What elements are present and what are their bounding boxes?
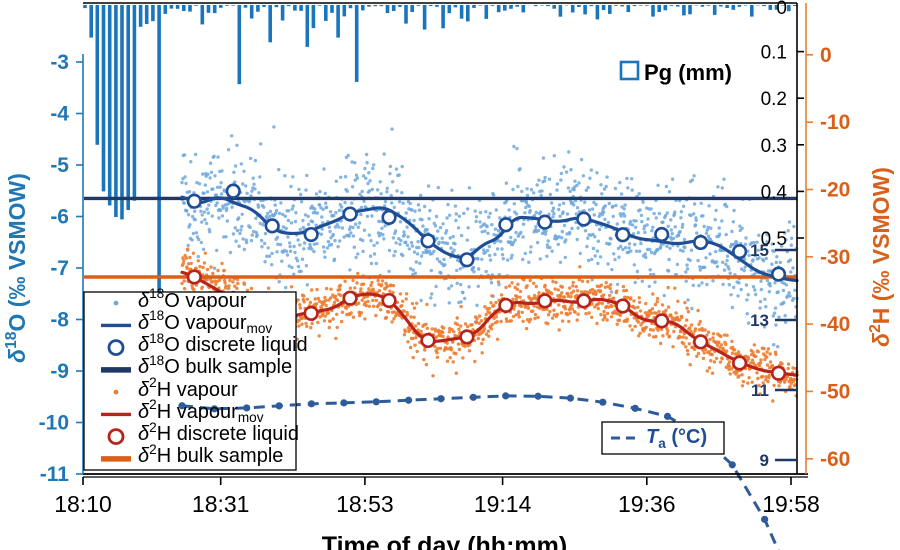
svg-text:18:10: 18:10 — [54, 491, 112, 517]
svg-text:19:58: 19:58 — [762, 491, 820, 517]
svg-text:-8: -8 — [50, 309, 69, 332]
svg-text:0: 0 — [820, 44, 832, 67]
svg-text:-11: -11 — [40, 463, 70, 486]
svg-text:15: 15 — [750, 241, 769, 260]
svg-text:0.2: 0.2 — [761, 89, 787, 110]
svg-text:-9: -9 — [50, 360, 69, 383]
svg-text:-7: -7 — [50, 257, 69, 280]
svg-text:0.3: 0.3 — [761, 136, 787, 157]
svg-text:19:14: 19:14 — [474, 491, 532, 517]
svg-text:18:31: 18:31 — [192, 491, 250, 517]
svg-text:-10: -10 — [39, 412, 69, 435]
svg-text:11: 11 — [751, 381, 769, 400]
svg-text:18:53: 18:53 — [336, 491, 394, 517]
svg-text:9: 9 — [760, 451, 769, 470]
svg-text:0.4: 0.4 — [761, 182, 788, 203]
svg-text:-4: -4 — [50, 103, 69, 126]
svg-text:0.1: 0.1 — [761, 43, 787, 64]
svg-text:-40: -40 — [820, 313, 850, 336]
svg-text:-5: -5 — [50, 154, 69, 177]
svg-text:0: 0 — [776, 0, 787, 19]
svg-text:-50: -50 — [820, 380, 850, 403]
svg-text:-30: -30 — [820, 246, 850, 269]
svg-text:-3: -3 — [50, 51, 69, 74]
svg-text:19:36: 19:36 — [618, 491, 676, 517]
svg-text:-6: -6 — [50, 206, 69, 229]
svg-text:-20: -20 — [820, 179, 850, 202]
svg-text:-10: -10 — [820, 111, 850, 134]
svg-text:13: 13 — [750, 311, 769, 330]
svg-text:-60: -60 — [820, 448, 850, 471]
